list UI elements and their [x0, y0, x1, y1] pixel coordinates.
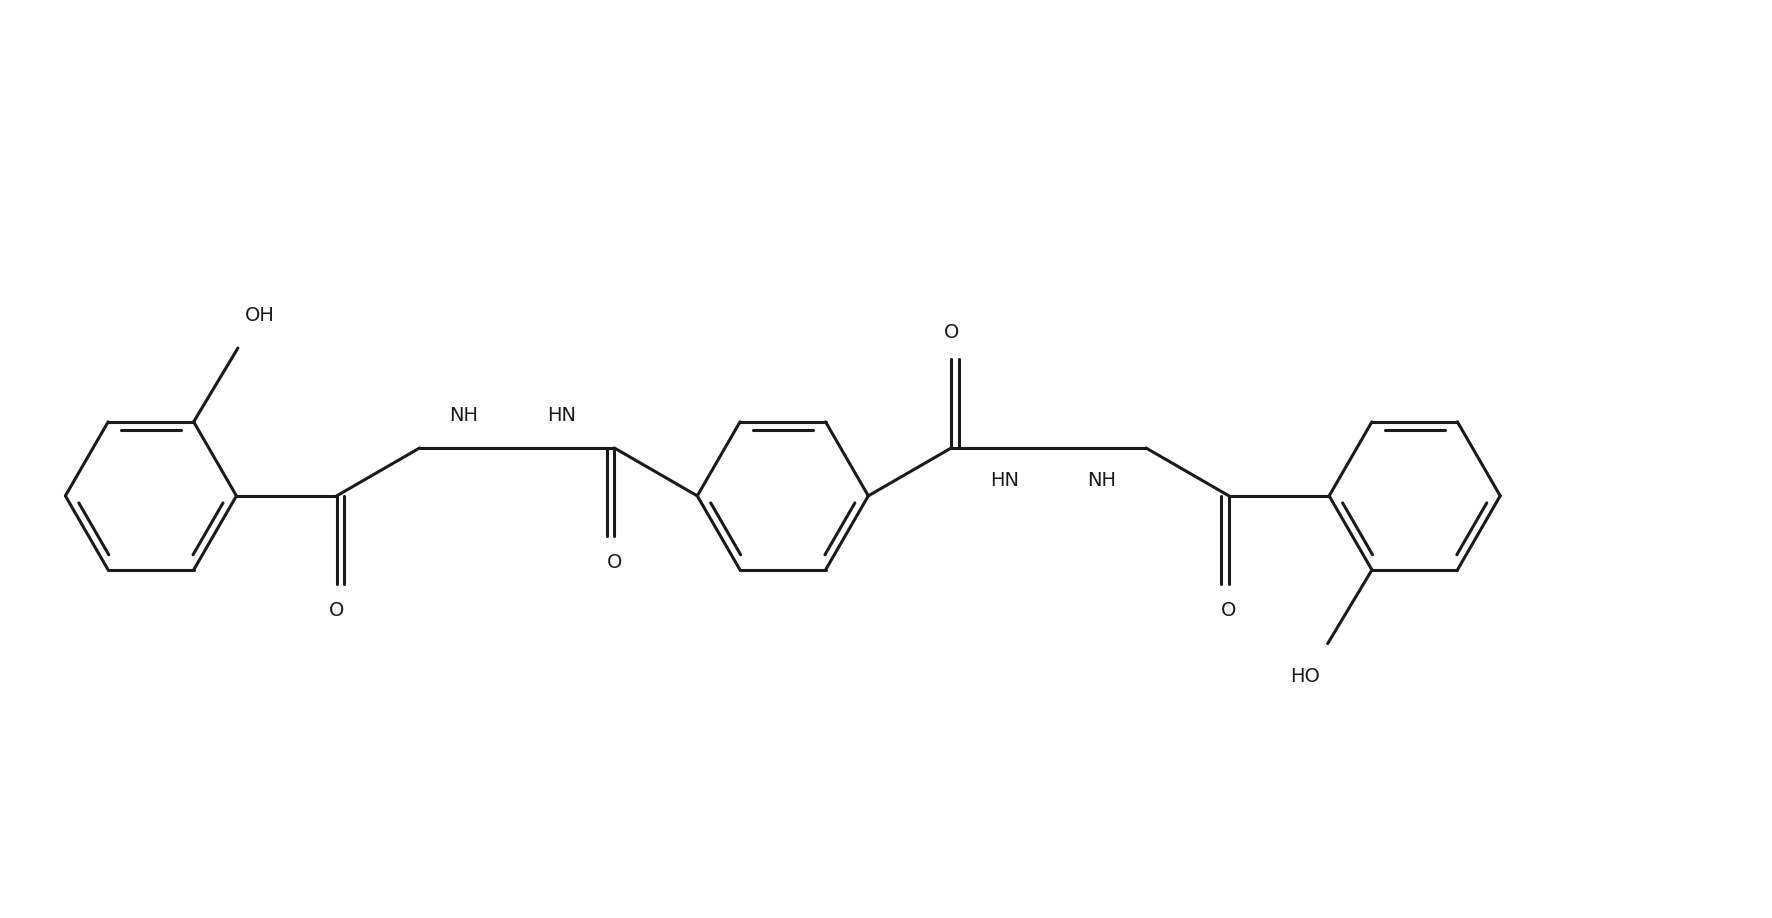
Text: HO: HO [1290, 666, 1320, 686]
Text: HN: HN [548, 406, 576, 425]
Text: NH: NH [1088, 471, 1116, 490]
Text: OH: OH [245, 306, 275, 325]
Text: O: O [606, 554, 622, 573]
Text: HN: HN [991, 471, 1019, 490]
Text: O: O [1221, 601, 1237, 621]
Text: O: O [944, 323, 959, 342]
Text: O: O [330, 601, 344, 621]
Text: NH: NH [450, 406, 478, 425]
